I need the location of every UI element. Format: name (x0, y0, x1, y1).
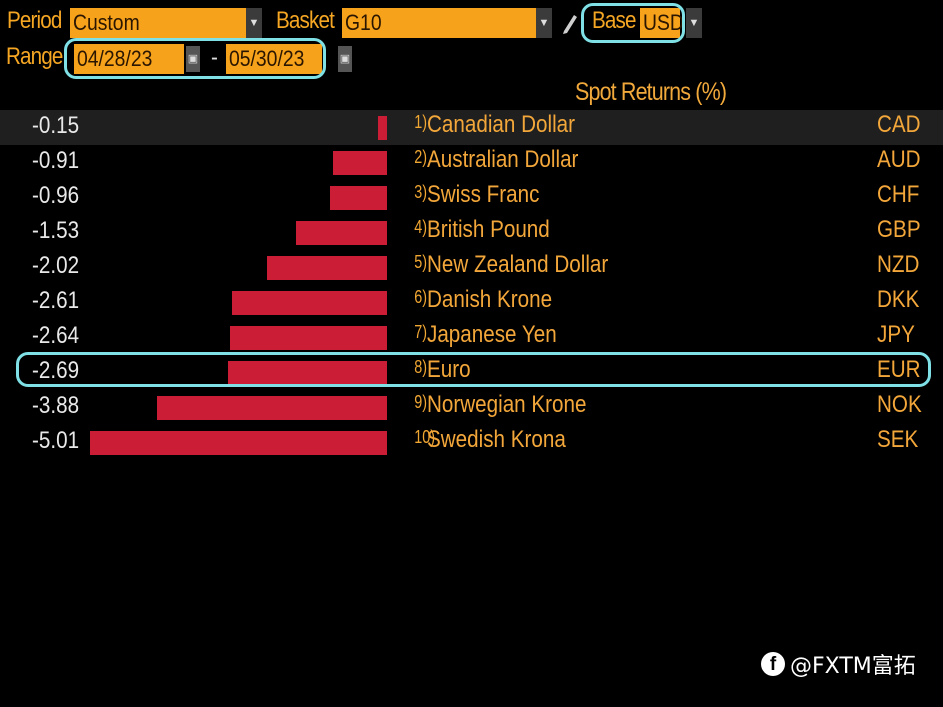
currency-name[interactable]: Norwegian Krone (427, 391, 587, 418)
currency-code: DKK (877, 286, 920, 313)
currency-name[interactable]: Danish Krone (427, 286, 553, 313)
table-row[interactable]: -5.01 10) Swedish Krona SEK (0, 425, 943, 460)
basket-select[interactable]: G10 (342, 8, 536, 38)
currency-code: NOK (877, 391, 922, 418)
rank-number: 7) (414, 322, 428, 342)
currency-code: SEK (877, 426, 919, 453)
range-separator: - (211, 44, 218, 71)
basket-value: G10 (345, 10, 382, 35)
currency-name[interactable]: Canadian Dollar (427, 111, 576, 138)
rank-number: 1) (414, 112, 428, 132)
return-value: -0.15 (32, 112, 80, 139)
rank-number: 2) (414, 147, 428, 167)
return-value: -0.91 (32, 147, 80, 174)
currency-name[interactable]: Swiss Franc (427, 181, 540, 208)
pencil-icon[interactable] (560, 9, 580, 37)
rank-number: 10) (414, 427, 436, 447)
rank-number: 6) (414, 287, 428, 307)
watermark-text: @FXTM富拓 (790, 654, 916, 679)
return-value: -2.61 (32, 287, 80, 314)
return-bar (296, 221, 387, 245)
range-start-value: 04/28/23 (77, 46, 153, 71)
return-bar (156, 396, 387, 420)
basket-label: Basket (276, 7, 335, 34)
period-select[interactable]: Custom (70, 8, 246, 38)
base-select[interactable]: USD (640, 8, 684, 38)
base-label: Base (592, 7, 636, 34)
rank-number: 8) (414, 357, 428, 377)
watermark: f @FXTM富拓 (761, 650, 916, 679)
basket-dropdown-icon[interactable]: ▼ (536, 8, 552, 38)
range-start-field[interactable]: 04/28/23 (74, 44, 184, 74)
currency-code: GBP (877, 216, 921, 243)
return-bar (333, 151, 387, 175)
currency-name[interactable]: British Pound (427, 216, 550, 243)
return-bar (230, 326, 387, 350)
return-value: -2.02 (32, 252, 80, 279)
currency-name[interactable]: Euro (427, 356, 471, 383)
return-value: -5.01 (32, 427, 80, 454)
rank-number: 4) (414, 217, 428, 237)
table-row[interactable]: -0.96 3) Swiss Franc CHF (0, 180, 943, 215)
return-value: -2.64 (32, 322, 80, 349)
table-row[interactable]: -2.69 8) Euro EUR (0, 355, 943, 390)
currency-code: JPY (877, 321, 915, 348)
calendar-icon[interactable]: ▣ (186, 46, 200, 72)
table-row[interactable]: -2.64 7) Japanese Yen JPY (0, 320, 943, 355)
return-value: -2.69 (32, 357, 80, 384)
table-row[interactable]: -3.88 9) Norwegian Krone NOK (0, 390, 943, 425)
rank-number: 5) (414, 252, 428, 272)
calendar-icon[interactable]: ▣ (338, 46, 352, 72)
return-value: -0.96 (32, 182, 80, 209)
return-bar (227, 361, 387, 385)
currency-code: CHF (877, 181, 920, 208)
return-bar (267, 256, 387, 280)
return-bar (378, 116, 387, 140)
range-end-value: 05/30/23 (229, 46, 305, 71)
table-row[interactable]: -0.15 1) Canadian Dollar CAD (0, 110, 943, 145)
period-value: Custom (73, 10, 140, 35)
base-value: USD (643, 10, 684, 35)
return-value: -1.53 (32, 217, 80, 244)
table-row[interactable]: -0.91 2) Australian Dollar AUD (0, 145, 943, 180)
table-row[interactable]: -2.61 6) Danish Krone DKK (0, 285, 943, 320)
return-bar (90, 431, 387, 455)
table-row[interactable]: -2.02 5) New Zealand Dollar NZD (0, 250, 943, 285)
return-value: -3.88 (32, 392, 80, 419)
range-end-field[interactable]: 05/30/23 (226, 44, 322, 74)
table-row[interactable]: -1.53 4) British Pound GBP (0, 215, 943, 250)
currency-name[interactable]: Japanese Yen (427, 321, 557, 348)
currency-code: EUR (877, 356, 921, 383)
currency-name[interactable]: Swedish Krona (427, 426, 566, 453)
period-dropdown-icon[interactable]: ▼ (246, 8, 262, 38)
column-title: Spot Returns (%) (575, 78, 727, 106)
currency-code: AUD (877, 146, 921, 173)
rank-number: 3) (414, 182, 428, 202)
currency-name[interactable]: Australian Dollar (427, 146, 579, 173)
period-label: Period (7, 7, 62, 34)
return-bar (232, 291, 387, 315)
range-label: Range (6, 43, 63, 70)
base-dropdown-icon[interactable]: ▼ (686, 8, 702, 38)
return-bar (330, 186, 387, 210)
currency-code: CAD (877, 111, 921, 138)
rank-number: 9) (414, 392, 428, 412)
currency-code: NZD (877, 251, 920, 278)
facebook-icon: f (761, 652, 785, 676)
currency-name[interactable]: New Zealand Dollar (427, 251, 609, 278)
